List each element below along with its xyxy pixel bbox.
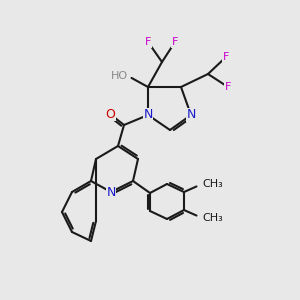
Text: HO: HO: [111, 71, 128, 81]
Text: F: F: [225, 82, 231, 92]
Text: CH₃: CH₃: [202, 179, 223, 189]
Text: F: F: [172, 37, 178, 47]
Text: N: N: [186, 109, 196, 122]
Text: CH₃: CH₃: [202, 213, 223, 223]
Text: N: N: [143, 109, 153, 122]
Text: O: O: [105, 107, 115, 121]
Text: F: F: [145, 37, 151, 47]
Text: N: N: [106, 185, 116, 199]
Text: F: F: [223, 52, 229, 62]
